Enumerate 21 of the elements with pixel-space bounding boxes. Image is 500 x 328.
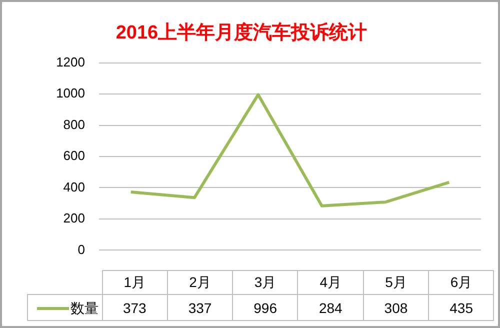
data-label: 284 xyxy=(298,294,364,320)
y-tick-label: 1000 xyxy=(56,86,85,101)
data-label: 996 xyxy=(232,294,298,320)
x-tick-label: 3月 xyxy=(232,270,298,294)
data-label: 337 xyxy=(167,294,233,320)
x-tick-label: 6月 xyxy=(428,270,494,294)
y-tick-label: 800 xyxy=(63,116,85,132)
legend-label: 数量 xyxy=(70,300,98,318)
x-tick-label: 2月 xyxy=(167,270,233,294)
y-tick-label: 400 xyxy=(63,179,85,194)
x-tick-label: 4月 xyxy=(298,270,364,294)
y-tick-label: 600 xyxy=(63,148,85,164)
data-label: 373 xyxy=(102,294,168,320)
data-label: 308 xyxy=(363,294,429,320)
y-tick-label: 1200 xyxy=(56,54,85,70)
x-tick-label: 1月 xyxy=(102,270,168,294)
data-label: 435 xyxy=(428,294,494,320)
y-tick-label: 0 xyxy=(78,242,85,257)
y-tick-label: 200 xyxy=(63,210,85,226)
chart-title: 2016上半年月度汽车投诉统计 xyxy=(116,22,368,44)
x-tick-label: 5月 xyxy=(363,270,429,294)
